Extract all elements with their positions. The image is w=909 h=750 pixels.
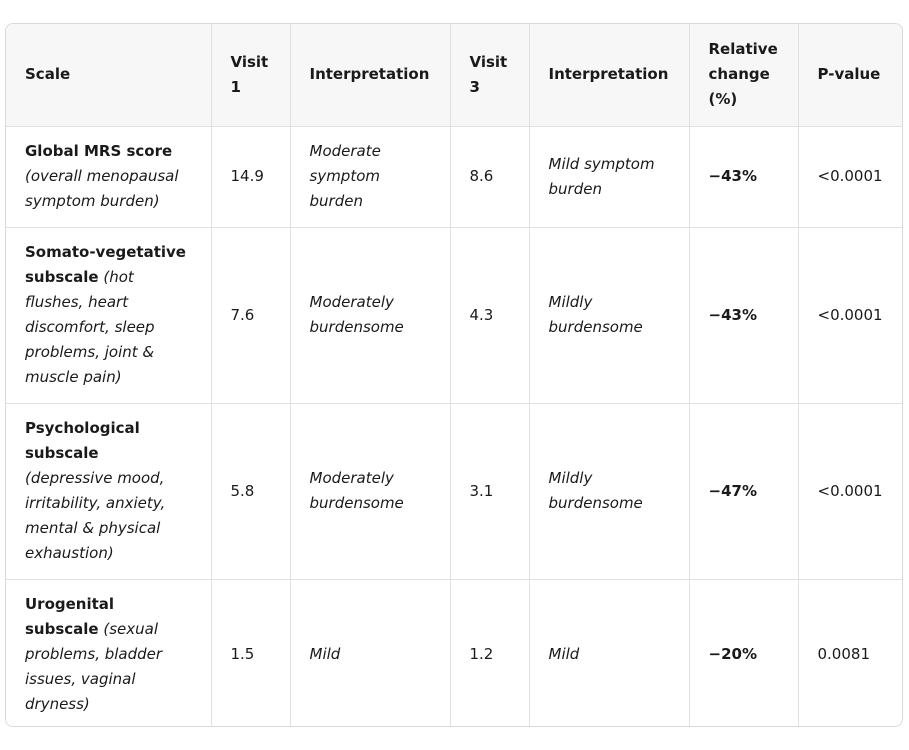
scale-cell: Urogenital subscale (sexual problems, bl… [6, 579, 212, 726]
p-value: 0.0081 [798, 579, 902, 726]
visit-1-value: 7.6 [211, 227, 291, 404]
visit-1-value: 14.9 [211, 126, 291, 228]
scale-name: Psychological subscale [25, 419, 140, 462]
visit-3-interpretation: Mildly burdensome [529, 403, 690, 580]
scale-cell: Global MRS score (overall menopausal symp… [6, 126, 212, 228]
relative-change-value: −43% [689, 126, 799, 228]
header-visit-3: Visit 3 [450, 24, 530, 127]
relative-change-value: −20% [689, 579, 799, 726]
table-header-row: Scale Visit 1 Interpretation Visit 3 Int… [6, 24, 902, 127]
relative-change-value: −47% [689, 403, 799, 580]
visit-1-interpretation: Moderately burdensome [290, 227, 451, 404]
scale-name: Urogenital subscale [25, 594, 115, 638]
visit-3-interpretation: Mildly burdensome [529, 227, 690, 404]
visit-1-interpretation: Mild [290, 579, 451, 726]
relative-change-value: −43% [689, 227, 799, 404]
results-table-container: Scale Visit 1 Interpretation Visit 3 Int… [5, 23, 903, 727]
p-value: <0.0001 [798, 227, 902, 404]
header-interpretation-3: Interpretation [529, 24, 690, 127]
visit-3-interpretation: Mild symptom burden [529, 126, 690, 228]
table-row: Somato-vegetative subscale (hot flushes,… [6, 227, 902, 404]
header-p-value: P-value [798, 24, 902, 127]
scale-name: Global MRS score [25, 142, 173, 160]
visit-3-value: 1.2 [450, 579, 530, 726]
scale-description: (hot flushes, heart discomfort, sleep pr… [25, 268, 155, 386]
scale-name: Somato-vegetative subscale [25, 243, 186, 286]
visit-3-value: 3.1 [450, 403, 530, 580]
scale-cell: Psychological subscale (depressive mood, … [6, 403, 212, 580]
header-visit-1: Visit 1 [211, 24, 291, 127]
scale-description: (overall menopausal symptom burden) [25, 167, 179, 210]
visit-1-interpretation: Moderately burdensome [290, 403, 451, 580]
header-relative-change: Relative change (%) [689, 24, 799, 127]
visit-3-interpretation: Mild [529, 579, 690, 726]
table-row: Urogenital subscale (sexual problems, bl… [6, 579, 902, 726]
visit-1-value: 5.8 [211, 403, 291, 580]
p-value: <0.0001 [798, 403, 902, 580]
header-interpretation-1: Interpretation [290, 24, 451, 127]
mrs-results-table: Scale Visit 1 Interpretation Visit 3 Int… [6, 24, 902, 726]
scale-description: (depressive mood, irritability, anxiety,… [25, 469, 166, 562]
visit-1-value: 1.5 [211, 579, 291, 726]
scale-description: (sexual problems, bladder issues, vagina… [25, 619, 163, 713]
visit-3-value: 8.6 [450, 126, 530, 228]
p-value: <0.0001 [798, 126, 902, 228]
visit-3-value: 4.3 [450, 227, 530, 404]
visit-1-interpretation: Moderate symptom burden [290, 126, 451, 228]
header-scale: Scale [6, 24, 212, 127]
table-row: Psychological subscale (depressive mood, … [6, 403, 902, 580]
scale-cell: Somato-vegetative subscale (hot flushes,… [6, 227, 212, 404]
table-row: Global MRS score (overall menopausal symp… [6, 126, 902, 228]
